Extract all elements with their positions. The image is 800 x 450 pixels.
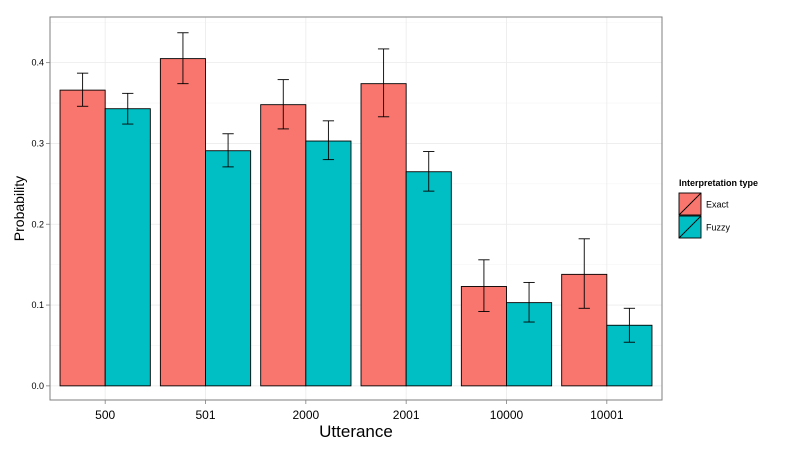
y-axis-title: Probability: [11, 176, 27, 241]
x-axis: 500 501 2000 2001 10000 10001: [95, 400, 624, 422]
error-bar-fuzzy-2001: [423, 151, 435, 192]
y-axis: 0.0 0.1 0.2 0.3 0.4: [31, 58, 50, 391]
legend-label-fuzzy: Fuzzy: [706, 223, 731, 233]
error-bar-exact-2001: [377, 48, 390, 118]
bar-exact-2000: [260, 104, 307, 387]
x-tick-label: 501: [195, 408, 215, 422]
grid-minor: [50, 21, 662, 346]
legend-key-slash: [678, 192, 702, 216]
bar-fuzzy-500: [104, 108, 151, 387]
x-tick-label: 10000: [490, 408, 524, 422]
plot-border: [49, 16, 663, 401]
error-bar-fuzzy-501: [222, 133, 234, 168]
plot-panel: [50, 17, 662, 400]
error-bar-fuzzy-10000: [523, 281, 535, 323]
bar-fuzzy-2001: [405, 171, 452, 387]
x-tick-label: 500: [95, 408, 115, 422]
error-bar-exact-501: [177, 32, 189, 85]
error-bar-exact-10000: [478, 259, 490, 312]
legend-label-exact: Exact: [706, 200, 729, 210]
bar-exact-2001: [360, 83, 407, 387]
y-tick-label: 0.1: [31, 300, 44, 310]
error-bar-fuzzy-500: [122, 92, 134, 125]
legend-key-slash: [678, 215, 702, 239]
legend-item-fuzzy: Fuzzy: [678, 215, 731, 239]
legend-title: Interpretation type: [679, 178, 758, 188]
error-bar-exact-2000: [277, 79, 289, 130]
error-bar-exact-500: [76, 72, 89, 107]
y-tick-label: 0.4: [31, 58, 44, 68]
bar-fuzzy-501: [205, 150, 252, 387]
bar-exact-500: [59, 89, 106, 387]
legend: Interpretation type Exact Fuzzy: [678, 178, 758, 239]
x-tick-label: 10001: [590, 408, 624, 422]
error-bar-fuzzy-10001: [623, 307, 636, 343]
x-axis-title: Utterance: [319, 422, 393, 441]
x-tick-label: 2000: [292, 408, 319, 422]
legend-item-exact: Exact: [678, 192, 729, 216]
bar-exact-501: [159, 58, 206, 387]
y-tick-label: 0.0: [31, 381, 44, 391]
y-tick-label: 0.2: [31, 219, 44, 229]
error-bar-fuzzy-2000: [322, 120, 335, 161]
error-bar-exact-10001: [578, 238, 590, 309]
error-bars: [76, 32, 636, 343]
x-tick-label: 2001: [393, 408, 420, 422]
bar-fuzzy-2000: [305, 140, 352, 387]
y-tick-label: 0.3: [31, 138, 44, 148]
